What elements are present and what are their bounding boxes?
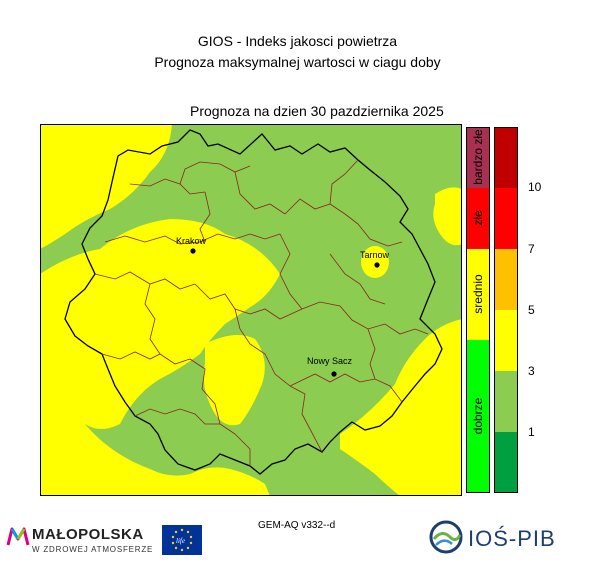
malopolska-name: MAŁOPOLSKA <box>32 526 144 543</box>
index-color-6 <box>494 127 518 188</box>
air-quality-map: Krakow Tarnow Nowy Sacz <box>40 124 462 496</box>
forecast-date: Prognoza na dzien 30 pazdziernika 2025 <box>190 103 444 119</box>
index-tick-5: 5 <box>528 303 535 317</box>
category-label-zle: złe <box>471 210 485 226</box>
category-legend-bar <box>466 127 490 493</box>
city-marker-krakow <box>190 248 196 254</box>
ios-pib-logo-icon <box>429 520 463 554</box>
city-marker-nowy-sacz <box>331 371 337 377</box>
category-label-srednio: srednio <box>471 274 485 314</box>
map-title: GIOS - Indeks jakosci powietrza <box>197 33 398 49</box>
yellow-area-west <box>40 219 280 429</box>
model-version: GEM-AQ v332--d <box>258 520 336 531</box>
index-tick-10: 10 <box>528 180 542 194</box>
city-label-tarnow: Tarnow <box>360 250 390 260</box>
category-label-dobrze: dobrze <box>471 397 485 435</box>
index-color-5 <box>494 188 518 249</box>
yellow-area-top-left <box>40 124 172 249</box>
category-color-dobrze <box>466 340 490 493</box>
yellow-area-south-east <box>340 319 462 496</box>
index-tick-1: 1 <box>528 425 535 439</box>
city-label-nowy-sacz: Nowy Sacz <box>307 356 353 366</box>
eu-flag-text: life <box>176 537 185 545</box>
category-color-zle <box>466 188 490 249</box>
malopolska-logo-icon <box>6 527 30 546</box>
category-color-srednio <box>466 249 490 340</box>
index-color-3 <box>494 310 518 371</box>
city-label-krakow: Krakow <box>176 236 207 246</box>
map-subtitle: Prognoza maksymalnej wartosci w ciagu do… <box>154 54 441 70</box>
index-color-4 <box>494 249 518 310</box>
category-label-bardzo-zle: bardzo złe <box>471 129 485 185</box>
ios-pib-name: IOŚ-PIB <box>468 526 556 551</box>
yellow-area-east <box>433 187 462 246</box>
yellow-area-tarnow <box>361 246 389 278</box>
city-marker-tarnow <box>374 262 380 268</box>
yellow-area-central-south <box>203 335 265 426</box>
index-color-1 <box>494 432 518 493</box>
index-tick-7: 7 <box>528 242 535 256</box>
category-color-bardzo-zle <box>466 127 490 188</box>
county-borders <box>94 159 429 466</box>
yellow-area-small-south <box>402 460 418 478</box>
province-border <box>64 129 443 475</box>
index-legend-bar <box>494 127 518 493</box>
index-tick-3: 3 <box>528 364 535 378</box>
eu-life-flag-icon: life <box>162 525 202 555</box>
index-color-2 <box>494 371 518 432</box>
map-frame <box>40 124 462 496</box>
malopolska-subtitle: W ZDROWEJ ATMOSFERZE <box>32 545 154 554</box>
yellow-area-south-west <box>40 424 270 496</box>
